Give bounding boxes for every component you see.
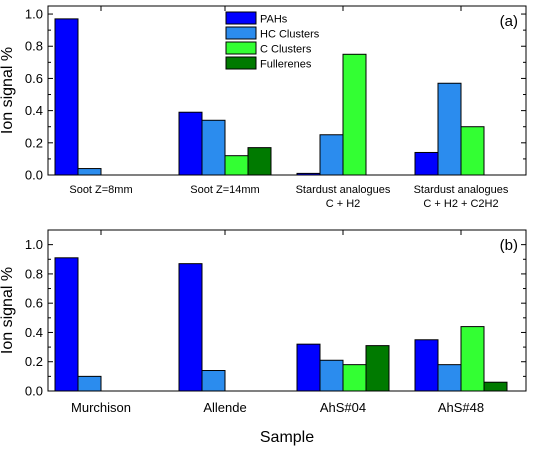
- plot-frame: [47, 229, 527, 392]
- y-tick-label: 0.8: [25, 266, 43, 281]
- legend-label: PAHs: [260, 14, 288, 26]
- y-axis-title: Ion signal %: [0, 267, 16, 354]
- legend-swatch: [225, 11, 257, 25]
- legend-label: Fullerenes: [260, 59, 312, 71]
- bar-hc-clusters-2: [201, 119, 226, 176]
- plot-frame: [47, 5, 527, 176]
- y-tick-label: 1.0: [25, 237, 43, 252]
- bar-pahs-1: [54, 257, 79, 392]
- bar-pahs-2: [178, 111, 203, 176]
- legend-label: HC Clusters: [260, 29, 320, 41]
- bar-pahs-4: [414, 151, 439, 176]
- category-label: AhS#48: [438, 400, 484, 415]
- legend-swatch: [225, 41, 257, 55]
- y-tick-label: 0.0: [25, 384, 43, 399]
- bar-hc-clusters-4: [437, 82, 462, 176]
- panel-label: (b): [500, 237, 518, 254]
- bar-c-clusters-3: [342, 53, 367, 176]
- bar-pahs-2: [178, 263, 203, 392]
- y-tick-label: 0.8: [25, 39, 43, 54]
- category-label: C + H2 + C2H2: [423, 198, 498, 210]
- y-tick-label: 0.4: [25, 325, 43, 340]
- bar-hc-clusters-1: [77, 168, 102, 176]
- bar-fullerenes-2: [247, 147, 272, 176]
- y-axis-title: Ion signal %: [0, 47, 16, 134]
- bar-pahs-1: [54, 18, 79, 176]
- chart-panel-a: 0.0 0.2 0.4 0.6 0.8 1.0 Soot Z=8mm Soot Z=14mm S…: [0, 5, 527, 210]
- category-label: Soot Z=8mm: [69, 184, 132, 196]
- y-tick-label: 0.6: [25, 296, 43, 311]
- bar-fullerenes-4: [483, 381, 508, 392]
- bar-c-clusters-2: [224, 155, 249, 176]
- bar-pahs-3: [296, 343, 321, 392]
- bar-hc-clusters-3: [319, 359, 344, 392]
- bar-hc-clusters-3: [319, 134, 344, 176]
- category-label: Stardust analogues: [414, 184, 509, 196]
- legend-swatch: [225, 56, 257, 70]
- bar-fullerenes-3: [365, 345, 390, 392]
- y-tick-label: 0.4: [25, 103, 43, 118]
- category-label: C + H2: [326, 198, 361, 210]
- bar-c-clusters-4: [460, 326, 485, 392]
- category-label: Allende: [203, 400, 246, 415]
- y-tick-label: 0.0: [25, 168, 43, 183]
- bar-hc-clusters-1: [77, 375, 102, 392]
- bar-hc-clusters-4: [437, 364, 462, 392]
- bar-hc-clusters-2: [201, 370, 226, 392]
- legend: PAHs HC Clusters C Clusters Fullerenes: [225, 11, 320, 71]
- y-tick-label: 0.2: [25, 135, 43, 150]
- y-tick-label: 0.2: [25, 354, 43, 369]
- category-label: Stardust analogues: [296, 184, 391, 196]
- y-tick-label: 1.0: [25, 7, 43, 22]
- legend-label: C Clusters: [260, 44, 312, 56]
- category-label: Soot Z=14mm: [190, 184, 259, 196]
- y-tick-label: 0.6: [25, 71, 43, 86]
- bar-pahs-4: [414, 339, 439, 392]
- category-label: Murchison: [71, 400, 131, 415]
- bar-c-clusters-3: [342, 364, 367, 392]
- chart-panel-b: 0.0 0.2 0.4 0.6 0.8 1.0 Murchison Allende AhS#04…: [0, 229, 527, 446]
- legend-swatch: [225, 26, 257, 40]
- category-label: AhS#04: [320, 400, 366, 415]
- x-axis-title: Sample: [260, 429, 314, 446]
- bar-c-clusters-4: [460, 126, 485, 176]
- panel-label: (a): [500, 13, 518, 30]
